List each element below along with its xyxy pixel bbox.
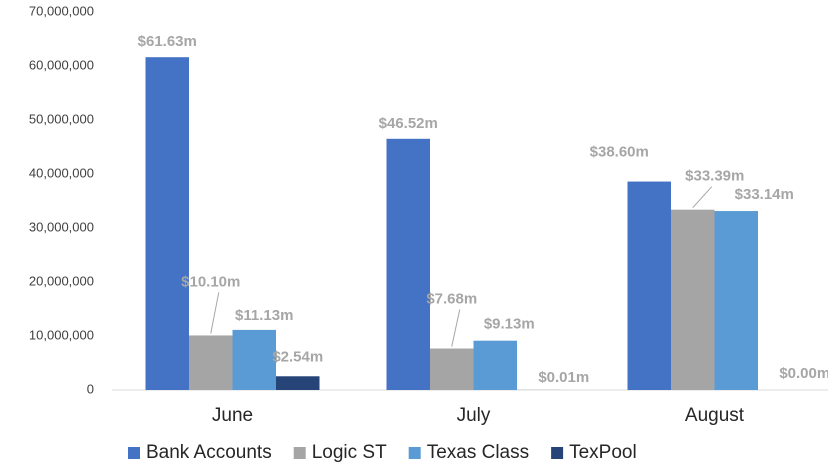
bar bbox=[627, 181, 671, 390]
bar bbox=[189, 335, 233, 390]
bar bbox=[386, 138, 430, 390]
legend-swatch bbox=[551, 447, 564, 459]
data-label: $0.00m bbox=[779, 365, 828, 382]
y-tick-label: 0 bbox=[87, 381, 94, 396]
legend-label: Bank Accounts bbox=[146, 442, 272, 463]
bar bbox=[145, 57, 189, 390]
data-label: $7.68m bbox=[426, 290, 477, 307]
y-tick-label: 70,000,000 bbox=[29, 3, 94, 18]
legend-label: TexPool bbox=[569, 442, 637, 463]
data-label: $11.13m bbox=[235, 307, 293, 324]
leader-line bbox=[210, 292, 220, 334]
data-label: $33.14m bbox=[735, 186, 794, 203]
x-tick-label: June bbox=[212, 405, 253, 426]
data-label: $2.54m bbox=[272, 348, 323, 365]
leader-line bbox=[451, 309, 461, 347]
data-label: $61.63m bbox=[138, 33, 197, 50]
data-label: $38.60m bbox=[590, 144, 649, 161]
legend-swatch bbox=[408, 447, 421, 459]
bar bbox=[232, 329, 276, 390]
bar bbox=[671, 209, 715, 390]
y-tick-label: 30,000,000 bbox=[29, 219, 94, 234]
x-tick-label: August bbox=[685, 405, 745, 426]
y-tick-label: 20,000,000 bbox=[29, 273, 94, 288]
legend-label: Texas Class bbox=[427, 442, 529, 463]
y-tick-label: 10,000,000 bbox=[29, 327, 94, 342]
bar bbox=[714, 211, 758, 390]
data-label: $46.52m bbox=[379, 115, 438, 132]
data-label: $33.39m bbox=[685, 168, 744, 185]
leader-line bbox=[692, 186, 713, 209]
y-tick-label: 50,000,000 bbox=[29, 111, 94, 126]
data-label: $0.01m bbox=[538, 369, 589, 386]
bar bbox=[430, 348, 474, 390]
legend-swatch bbox=[128, 447, 140, 459]
y-tick-label: 40,000,000 bbox=[29, 165, 94, 180]
data-label: $9.13m bbox=[484, 316, 535, 333]
legend-swatch bbox=[293, 447, 306, 459]
x-tick-label: July bbox=[457, 405, 491, 426]
bar bbox=[276, 376, 320, 390]
legend-label: Logic ST bbox=[312, 442, 387, 463]
y-tick-label: 60,000,000 bbox=[29, 57, 94, 72]
data-label: $10.10m bbox=[181, 273, 240, 290]
bar bbox=[473, 340, 517, 390]
